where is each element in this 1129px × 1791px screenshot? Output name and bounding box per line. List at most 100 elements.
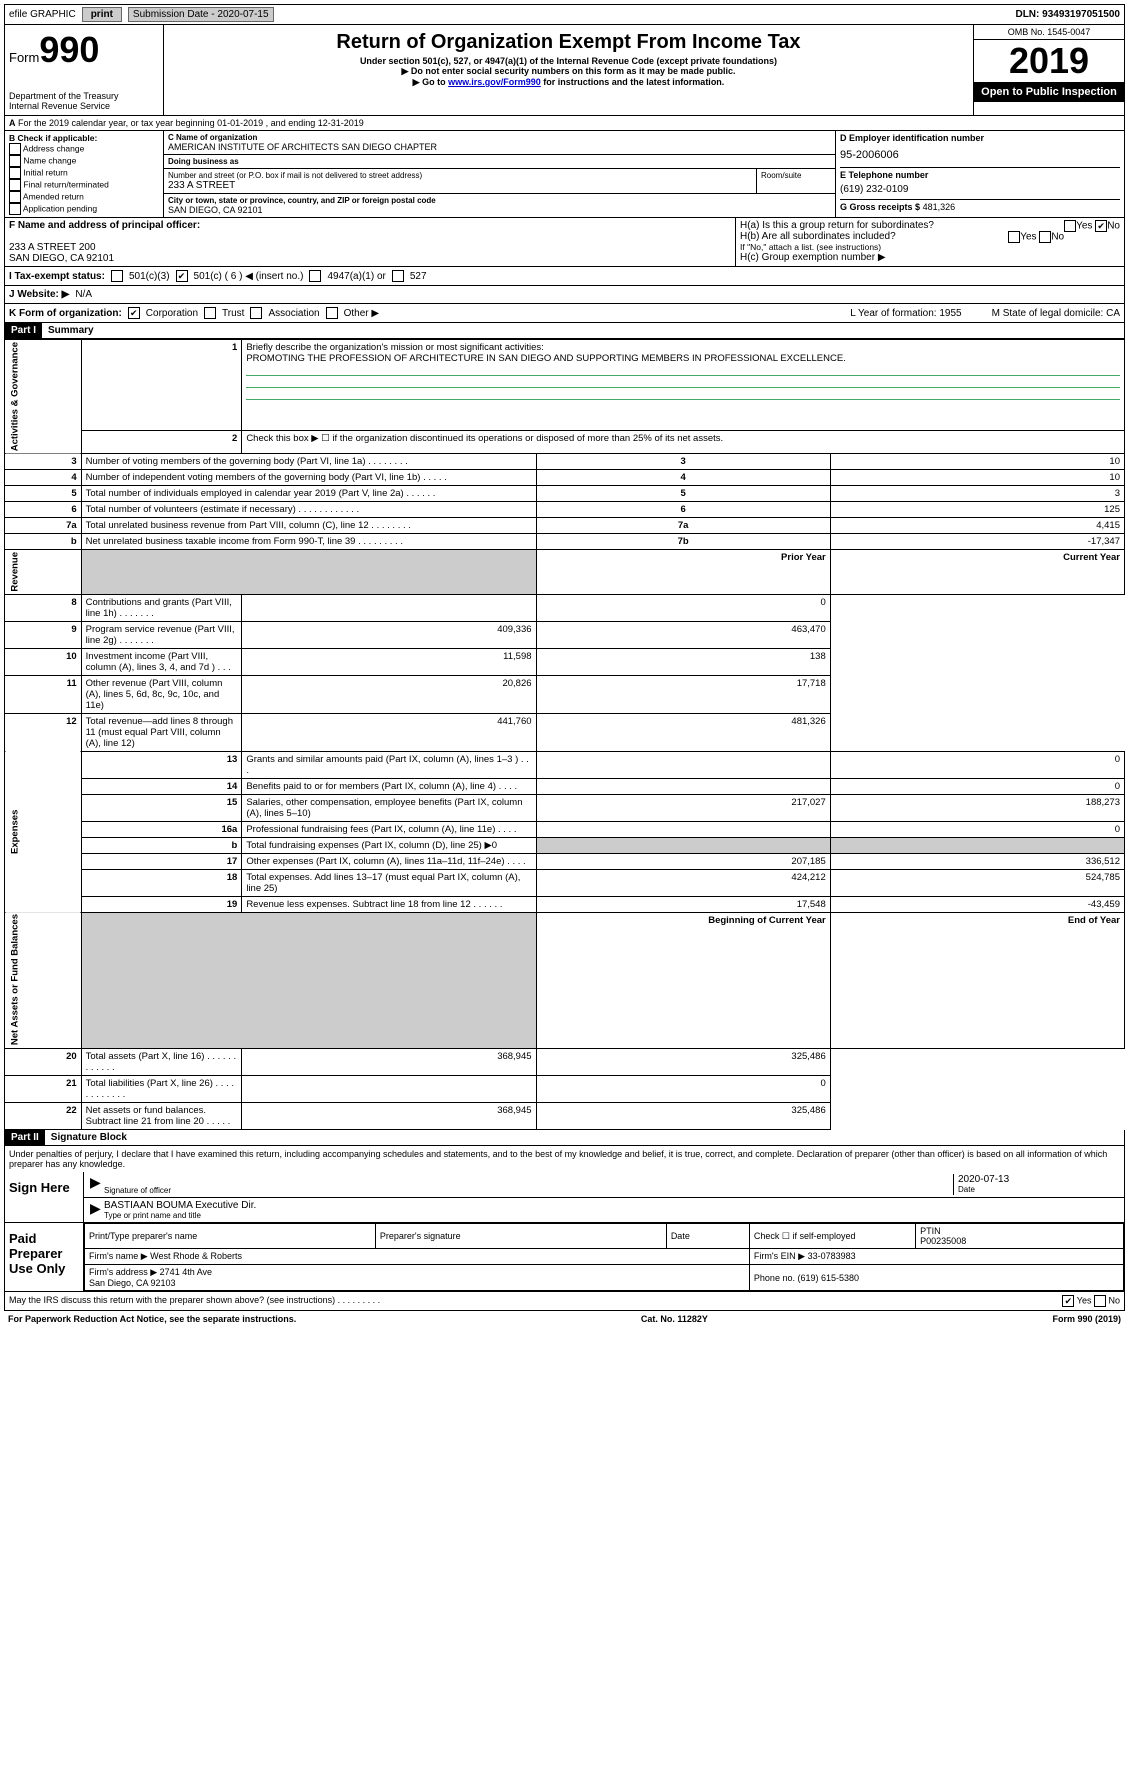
tax-exempt-status: I Tax-exempt status: 501(c)(3) ✔ 501(c) …: [4, 267, 1125, 286]
summary-table: Activities & Governance 1 Briefly descri…: [4, 339, 1125, 1130]
side-revenue: Revenue: [5, 550, 82, 595]
year-formation: L Year of formation: 1955: [850, 308, 961, 319]
table-row: 4Number of independent voting members of…: [5, 470, 1125, 486]
table-row: Expenses13Grants and similar amounts pai…: [5, 751, 1125, 778]
principal-officer: F Name and address of principal officer:…: [5, 218, 736, 266]
perjury-declaration: Under penalties of perjury, I declare th…: [5, 1146, 1124, 1172]
part-2-header: Part II: [5, 1130, 45, 1145]
table-row: 11Other revenue (Part VIII, column (A), …: [5, 675, 1125, 713]
irs-link[interactable]: www.irs.gov/Form990: [448, 77, 541, 87]
table-row: 7aTotal unrelated business revenue from …: [5, 518, 1125, 534]
signature-arrow-icon: ▶: [90, 1174, 104, 1195]
signature-block: Under penalties of perjury, I declare th…: [4, 1146, 1125, 1292]
check-527[interactable]: [392, 270, 404, 282]
firm-phone: (619) 615-5380: [797, 1273, 859, 1283]
firm-name: West Rhode & Roberts: [150, 1251, 242, 1261]
form-of-org: K Form of organization: ✔ Corporation Tr…: [4, 304, 1125, 323]
efile-label: efile GRAPHIC: [9, 9, 76, 20]
dln-label: DLN: 93493197051500: [1015, 9, 1120, 20]
check-corp[interactable]: ✔: [128, 307, 140, 319]
ein-value: 95-2006006: [840, 143, 1120, 167]
form-title: Return of Organization Exempt From Incom…: [168, 31, 969, 54]
table-row: bNet unrelated business taxable income f…: [5, 534, 1125, 550]
check-4947[interactable]: [309, 270, 321, 282]
officer-name: BASTIAAN BOUMA Executive Dir.: [104, 1200, 1118, 1211]
check-name[interactable]: Name change: [9, 155, 159, 167]
footer: For Paperwork Reduction Act Notice, see …: [4, 1311, 1125, 1327]
table-row: 10Investment income (Part VIII, column (…: [5, 648, 1125, 675]
table-row: 15Salaries, other compensation, employee…: [5, 794, 1125, 821]
table-row: 18Total expenses. Add lines 13–17 (must …: [5, 869, 1125, 896]
dept-label: Department of the Treasury Internal Reve…: [9, 91, 159, 111]
ptin: P00235008: [920, 1236, 966, 1246]
check-assoc[interactable]: [250, 307, 262, 319]
print-button[interactable]: print: [82, 7, 122, 22]
preparer-table: Print/Type preparer's name Preparer's si…: [84, 1223, 1124, 1291]
part-1-header: Part I: [5, 323, 42, 338]
form-subtitle: Under section 501(c), 527, or 4947(a)(1)…: [168, 56, 969, 66]
table-row: bTotal fundraising expenses (Part IX, co…: [5, 837, 1125, 853]
table-row: 20Total assets (Part X, line 16) . . . .…: [5, 1049, 1125, 1076]
tax-year: 2019: [974, 40, 1124, 82]
table-row: 16aProfessional fundraising fees (Part I…: [5, 821, 1125, 837]
submission-date: Submission Date - 2020-07-15: [128, 7, 274, 22]
sign-date: 2020-07-13: [958, 1174, 1118, 1185]
paid-preparer-label: Paid Preparer Use Only: [5, 1223, 84, 1291]
check-final[interactable]: Final return/terminated: [9, 179, 159, 191]
check-pending[interactable]: Application pending: [9, 203, 159, 215]
table-row: 17Other expenses (Part IX, column (A), l…: [5, 853, 1125, 869]
discuss-row: May the IRS discuss this return with the…: [4, 1292, 1125, 1311]
state-domicile: M State of legal domicile: CA: [992, 308, 1120, 319]
table-row: 21Total liabilities (Part X, line 26) . …: [5, 1076, 1125, 1103]
note-ssn: Do not enter social security numbers on …: [168, 66, 969, 77]
table-row: 9Program service revenue (Part VIII, lin…: [5, 621, 1125, 648]
catalog-number: Cat. No. 11282Y: [641, 1314, 708, 1324]
signature-arrow-icon: ▶: [90, 1200, 104, 1220]
discuss-yes[interactable]: ✔: [1062, 1295, 1074, 1307]
check-initial[interactable]: Initial return: [9, 167, 159, 179]
table-row: 19Revenue less expenses. Subtract line 1…: [5, 896, 1125, 912]
sign-here-label: Sign Here: [5, 1172, 84, 1222]
part-2-title: Signature Block: [45, 1132, 127, 1143]
check-amended[interactable]: Amended return: [9, 191, 159, 203]
telephone: (619) 232-0109: [840, 180, 1120, 199]
check-trust[interactable]: [204, 307, 216, 319]
table-row: 8Contributions and grants (Part VIII, li…: [5, 594, 1125, 621]
street-address: 233 A STREET: [168, 180, 752, 191]
col-c-org-info: C Name of organization AMERICAN INSTITUT…: [164, 131, 835, 217]
check-501c[interactable]: ✔: [176, 270, 188, 282]
org-name: AMERICAN INSTITUTE OF ARCHITECTS SAN DIE…: [168, 142, 831, 152]
discuss-no[interactable]: [1094, 1295, 1106, 1307]
col-d-ein: D Employer identification number 95-2006…: [835, 131, 1124, 217]
section-a: A For the 2019 calendar year, or tax yea…: [4, 116, 1125, 131]
check-501c3[interactable]: [111, 270, 123, 282]
col-b-checkboxes: B Check if applicable: Address change Na…: [5, 131, 164, 217]
table-row: 5Total number of individuals employed in…: [5, 486, 1125, 502]
check-address[interactable]: Address change: [9, 143, 159, 155]
city-state-zip: SAN DIEGO, CA 92101: [168, 205, 831, 215]
website-value: N/A: [75, 289, 92, 300]
part-1-title: Summary: [42, 325, 94, 336]
form-number: Form990: [9, 29, 159, 71]
side-activities: Activities & Governance: [5, 340, 82, 454]
gross-receipts: G Gross receipts $ 481,326: [840, 199, 1120, 212]
firm-ein: 33-0783983: [808, 1251, 856, 1261]
table-row: 6Total number of volunteers (estimate if…: [5, 502, 1125, 518]
group-return: H(a) Is this a group return for subordin…: [736, 218, 1124, 266]
identity-block: B Check if applicable: Address change Na…: [4, 131, 1125, 218]
table-row: 14Benefits paid to or for members (Part …: [5, 778, 1125, 794]
note-link: Go to www.irs.gov/Form990 for instructio…: [168, 77, 969, 88]
officer-group-block: F Name and address of principal officer:…: [4, 218, 1125, 267]
check-other[interactable]: [326, 307, 338, 319]
form-footer: Form 990 (2019): [1052, 1314, 1121, 1324]
side-netassets: Net Assets or Fund Balances: [5, 912, 82, 1048]
form-header: Form990 Department of the Treasury Inter…: [4, 25, 1125, 116]
omb-number: OMB No. 1545-0047: [974, 25, 1124, 40]
open-to-public: Open to Public Inspection: [974, 82, 1124, 102]
top-bar: efile GRAPHIC print Submission Date - 20…: [4, 4, 1125, 25]
website-row: J Website: ▶ N/A: [4, 286, 1125, 304]
mission-text: PROMOTING THE PROFESSION OF ARCHITECTURE…: [246, 353, 845, 364]
table-row: 12Total revenue—add lines 8 through 11 (…: [5, 713, 1125, 751]
table-row: 22Net assets or fund balances. Subtract …: [5, 1103, 1125, 1130]
table-row: 3Number of voting members of the governi…: [5, 454, 1125, 470]
